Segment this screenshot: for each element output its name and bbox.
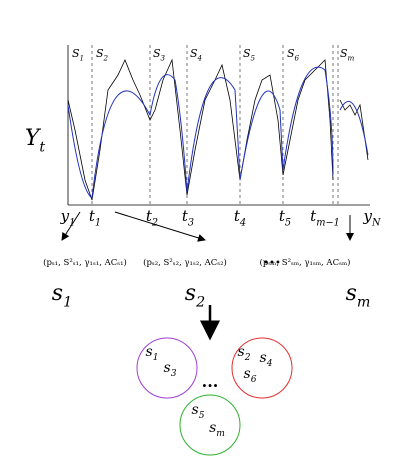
feature-tuple: (pₛ₂, S²ₛ₂, γ₁ₛ₂, ACₛ₂)	[143, 257, 227, 268]
fitted-series	[67, 66, 369, 199]
segment-label-base: S	[287, 47, 295, 60]
x-label-base: t	[234, 207, 241, 225]
segment-label-base: S	[243, 47, 251, 60]
segment-label-sub: 4	[197, 53, 203, 62]
x-label-sub: 1	[69, 218, 75, 229]
segment-name-sub: 2	[195, 295, 205, 311]
cluster-member: s1	[146, 344, 159, 363]
cluster-member-sub: 5	[199, 411, 205, 421]
arrows	[61, 211, 354, 341]
cluster-member-base: s	[192, 402, 199, 418]
x-label: yN	[362, 207, 380, 229]
x-label-sub: 2	[151, 218, 158, 229]
cluster-circle	[179, 394, 241, 456]
cluster-circle	[231, 337, 293, 399]
x-label-sub: 1	[95, 218, 101, 229]
segment-name-sub: m	[357, 295, 371, 311]
x-label-sub: N	[371, 218, 381, 229]
cluster-member: sm	[209, 420, 225, 439]
segment-name: s2	[185, 281, 205, 311]
segment-label-sub: 2	[103, 53, 109, 62]
segment-label-base: S	[340, 47, 348, 60]
cluster-member-sub: 6	[251, 375, 257, 385]
x-label-base: t	[89, 207, 96, 225]
segment-label-sub: m	[348, 53, 355, 62]
cluster-ellipsis: ...	[202, 372, 219, 391]
cluster-member-sub: 4	[266, 359, 273, 369]
y-label-sub: t	[39, 140, 45, 156]
segment-label-base: S	[72, 47, 80, 60]
segment-label-sub: 3	[161, 53, 166, 62]
segment-label-sub: 5	[251, 53, 256, 62]
y-label: Yt	[25, 126, 46, 156]
dashed-dividers	[91, 45, 339, 205]
segment-label-base: S	[96, 47, 104, 60]
segment-label-base: S	[190, 47, 198, 60]
x-label-base: t	[279, 207, 286, 225]
segment-label: S2	[96, 47, 109, 62]
segment-name: s1	[52, 281, 72, 311]
feature-tuple: (pₛ₁, S²ₛ₁, γ₁ₛ₁, ACₛ₁)	[43, 257, 127, 268]
cluster-member-sub: 2	[244, 353, 251, 363]
cluster-circle	[136, 337, 198, 399]
x-label: tm−1	[310, 207, 340, 229]
ellipsis: •••	[263, 258, 281, 269]
x-label-base: t	[182, 207, 189, 225]
x-label-base: y	[60, 207, 70, 225]
cluster-member-base: s	[244, 366, 251, 382]
cluster-member: s4	[260, 350, 273, 369]
cluster-member-base: s	[164, 360, 171, 376]
x-label: t3	[182, 207, 194, 229]
segment-label-base: S	[153, 47, 161, 60]
x-label: t2	[146, 207, 158, 229]
cluster-member: s5	[192, 402, 205, 421]
segment-label-sub: 1	[80, 53, 85, 62]
x-label-base: t	[310, 207, 317, 225]
segment-label: S5	[243, 47, 256, 62]
y-label-base: Y	[25, 126, 42, 151]
x-label: t1	[89, 207, 101, 229]
x-label: y1	[60, 207, 76, 229]
segment-label: S6	[287, 47, 300, 62]
segment-label: S4	[190, 47, 203, 62]
feature-tuple: (pₛₘ, S²ₛₘ, γ₁ₛₘ, ACₛₘ)	[260, 257, 351, 268]
cluster-member-sub: m	[216, 429, 225, 439]
x-label-base: t	[146, 207, 153, 225]
x-label-base: y	[362, 207, 372, 225]
cluster-member-base: s	[209, 420, 216, 436]
raw-series	[67, 58, 369, 201]
segment-name-base: s	[346, 281, 357, 306]
segment-label: S1	[72, 47, 84, 62]
cluster-member: s6	[244, 366, 257, 385]
segment-name-base: s	[52, 281, 63, 306]
x-label-sub: m−1	[316, 218, 340, 229]
cluster-member-sub: 1	[153, 353, 159, 363]
segment-name-base: s	[185, 281, 196, 306]
segment-name-sub: 1	[63, 295, 72, 311]
x-label: t4	[234, 207, 246, 229]
segment-name: sm	[346, 281, 371, 311]
cluster-member-sub: 3	[171, 369, 177, 379]
segment-label-sub: 6	[295, 53, 300, 62]
cluster-member-base: s	[260, 350, 267, 366]
cluster-member-base: s	[146, 344, 153, 360]
cluster-member-base: s	[238, 344, 245, 360]
cluster-member: s3	[164, 360, 177, 379]
cluster-member: s2	[238, 344, 251, 363]
segment-label: Sm	[340, 47, 355, 62]
x-label: t5	[279, 207, 291, 229]
x-label-sub: 3	[188, 218, 194, 229]
x-label-sub: 5	[285, 218, 291, 229]
segment-label: S3	[153, 47, 166, 62]
x-label-sub: 4	[239, 218, 246, 229]
